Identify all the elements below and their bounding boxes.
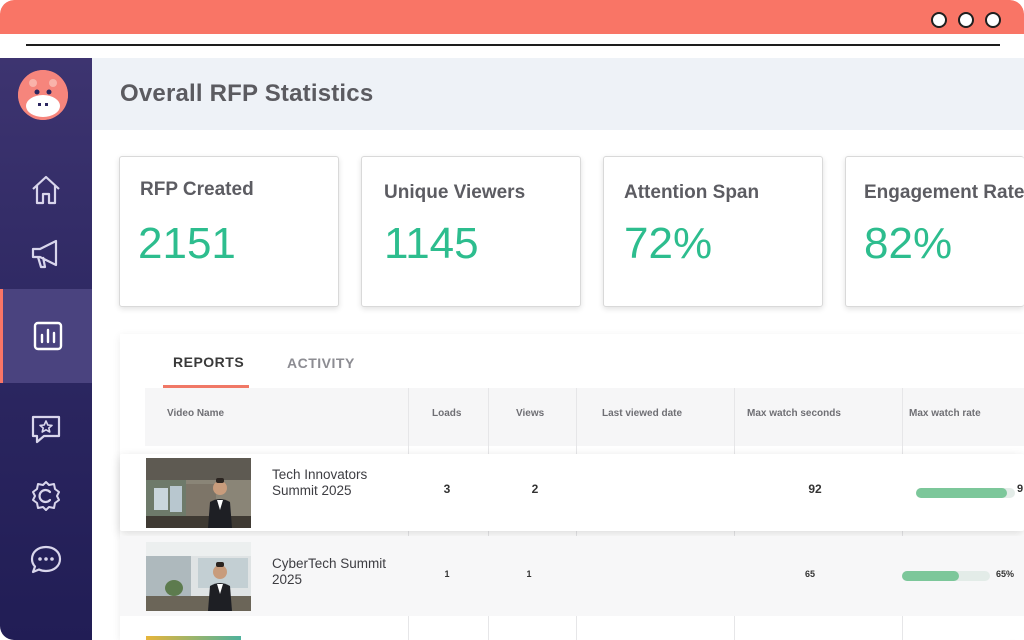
sidebar-item-home[interactable] — [0, 162, 92, 218]
stat-label: Attention Span — [624, 182, 760, 203]
max-seconds-cell: 65 — [804, 569, 815, 579]
more-chat-icon — [30, 545, 62, 574]
window-dot-icon[interactable] — [931, 12, 947, 28]
views-cell: 2 — [531, 482, 539, 496]
active-tab-indicator — [163, 385, 249, 388]
analytics-icon — [33, 321, 62, 351]
page-header: Overall RFP Statistics — [92, 58, 1024, 130]
tab-activity[interactable]: ACTIVITY — [287, 355, 355, 371]
window-dot-icon[interactable] — [958, 12, 974, 28]
watch-rate-fill — [916, 488, 1008, 498]
column-header[interactable]: Max watch rate — [909, 408, 981, 419]
watch-rate-fill — [902, 571, 960, 581]
hippo-logo-icon[interactable] — [18, 70, 68, 120]
tab-reports[interactable]: REPORTS — [173, 354, 245, 370]
views-cell: 1 — [526, 569, 532, 579]
video-name[interactable]: Tech Innovators Summit 2025 — [272, 467, 368, 498]
table-row[interactable]: CyberTech Summit 2025 1 1 65 65% — [120, 536, 1024, 616]
stat-value: 82% — [864, 219, 953, 268]
video-name[interactable]: CyberTech Summit 2025 — [272, 556, 387, 587]
video-thumbnail[interactable] — [146, 458, 251, 528]
stat-card-engagement-rate: Engagement Rate 82% — [845, 156, 1024, 307]
watch-rate-bar — [916, 488, 1015, 498]
stat-label: RFP Created — [140, 179, 254, 200]
stat-card-attention-span: Attention Span 72% — [603, 156, 823, 307]
stat-value: 2151 — [138, 219, 236, 268]
page-title: Overall RFP Statistics — [120, 80, 374, 107]
loads-cell: 1 — [444, 569, 450, 579]
column-header[interactable]: Views — [516, 408, 545, 419]
max-seconds-cell: 92 — [808, 482, 822, 496]
sidebar-item-feedback[interactable] — [0, 401, 92, 457]
address-bar-line — [26, 44, 1000, 46]
window-titlebar — [0, 0, 1024, 34]
column-header[interactable]: Loads — [432, 408, 462, 419]
stat-label: Engagement Rate — [864, 182, 1024, 203]
stat-value: 1145 — [384, 219, 479, 268]
table-header: Video Name Loads Views Last viewed date … — [145, 388, 1024, 446]
table-row[interactable]: Tech Innovators Summit 2025 3 2 92 9 — [120, 454, 1024, 531]
video-thumbnail[interactable] — [146, 542, 251, 611]
sidebar-item-campaigns[interactable] — [0, 226, 92, 282]
stat-card-rfp-created: RFP Created 2151 — [119, 156, 339, 307]
window-dot-icon[interactable] — [985, 12, 1001, 28]
megaphone-icon — [31, 239, 58, 269]
watch-rate-bar — [902, 571, 990, 581]
stat-card-unique-viewers: Unique Viewers 1145 — [361, 156, 581, 307]
gear-icon — [32, 481, 60, 511]
sidebar — [0, 58, 92, 640]
watch-rate-label: 9 — [1017, 483, 1024, 495]
sidebar-item-analytics[interactable] — [0, 289, 92, 383]
sidebar-item-settings[interactable] — [0, 468, 92, 524]
home-icon — [32, 175, 60, 205]
video-thumbnail[interactable] — [146, 636, 241, 640]
column-header[interactable]: Video Name — [167, 408, 225, 419]
stat-value: 72% — [624, 219, 713, 268]
column-header[interactable]: Max watch seconds — [747, 408, 841, 419]
star-chat-icon — [31, 415, 61, 444]
watch-rate-label: 65% — [996, 569, 1015, 579]
stat-label: Unique Viewers — [384, 182, 526, 203]
loads-cell: 3 — [443, 482, 451, 496]
column-header[interactable]: Last viewed date — [602, 408, 683, 419]
sidebar-item-messages[interactable] — [0, 532, 92, 588]
